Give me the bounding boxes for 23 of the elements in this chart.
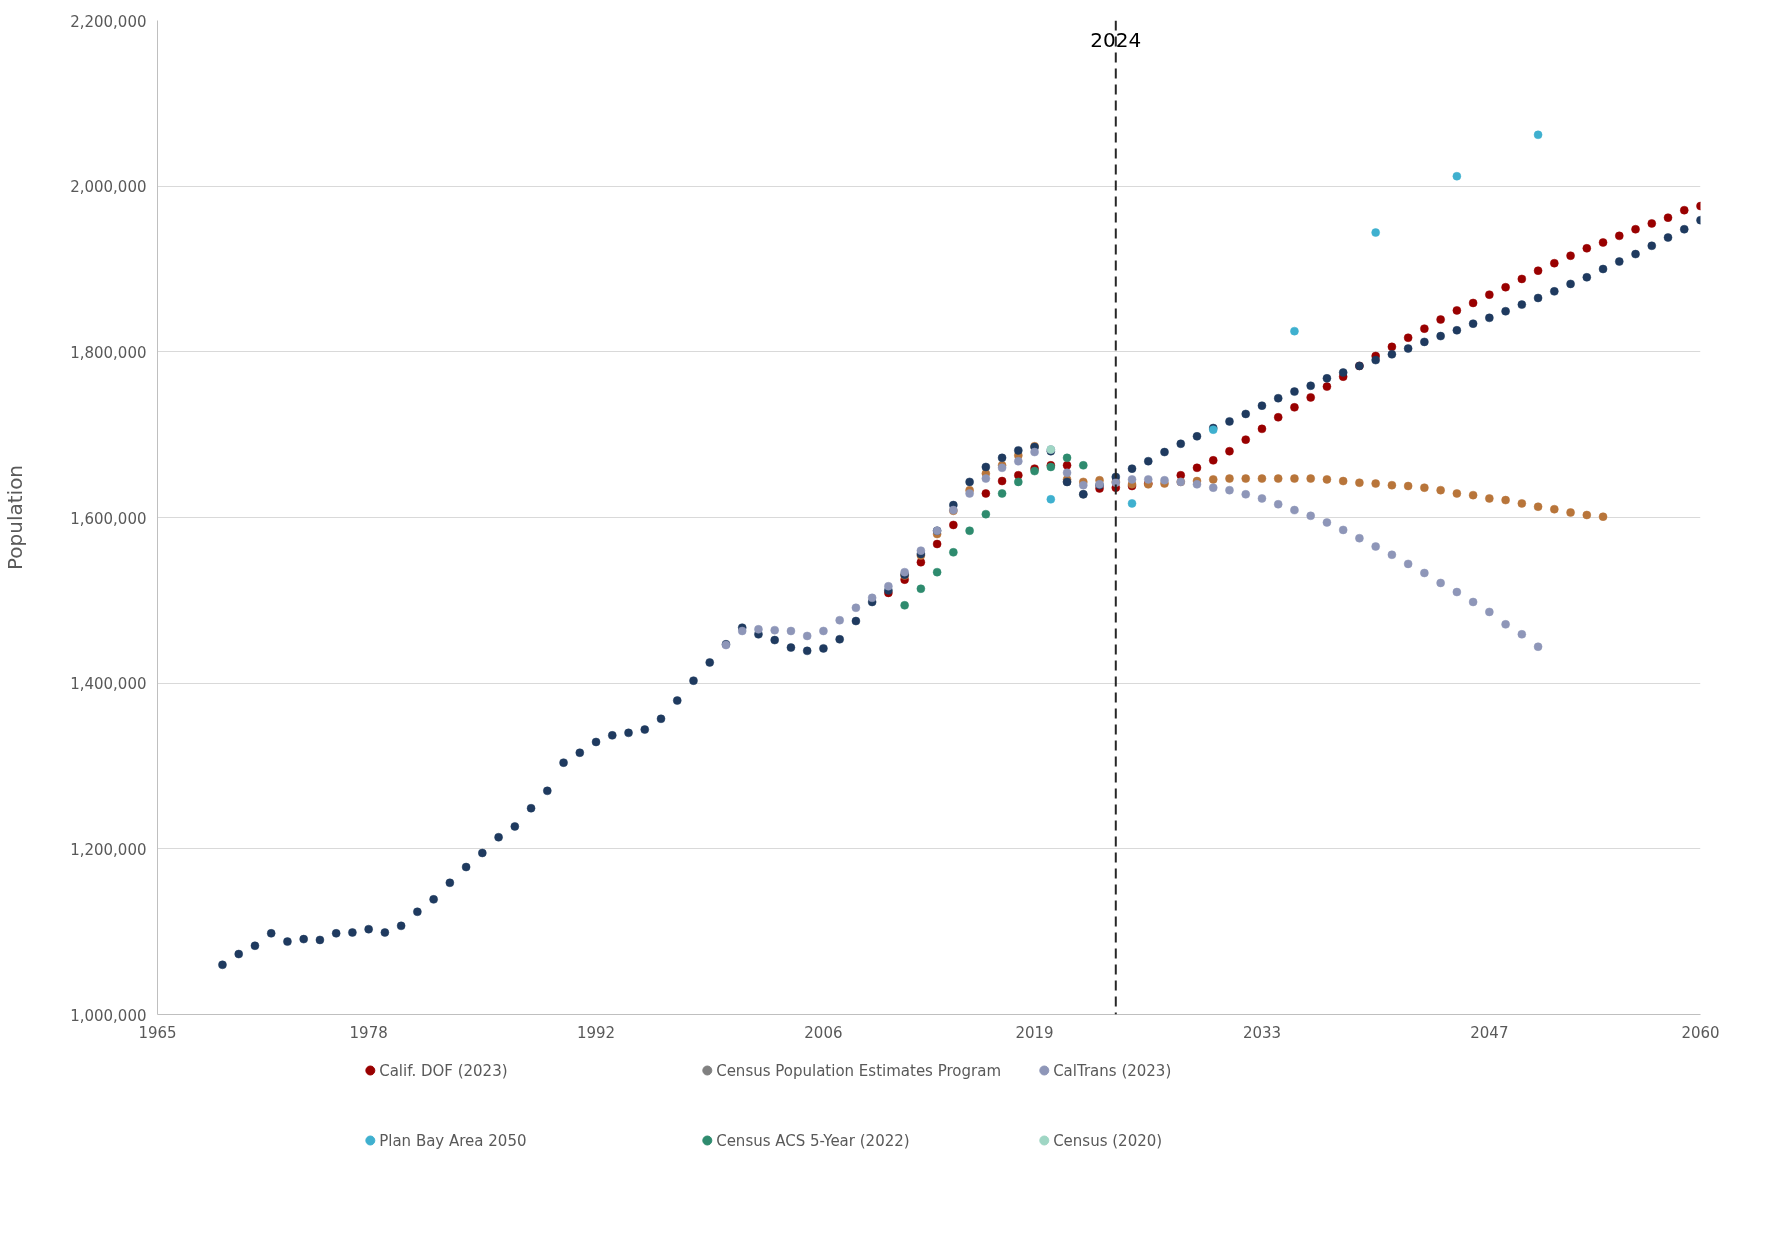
x-tick-label: 2033 [1242,1023,1282,1042]
x-tick-label: 2006 [804,1023,843,1042]
y-tick-label: 1,600,000 [70,509,147,528]
x-tick-label: 2060 [1681,1023,1720,1042]
legend-label: CalTrans (2023) [1053,1061,1172,1080]
y-axis-title: Population [3,464,28,571]
legend-label: Census Population Estimates Program [716,1061,1001,1080]
legend-label: Census (2020) [1053,1131,1163,1150]
x-tick-label: 1978 [349,1023,388,1042]
legend-label: Census ACS 5-Year (2022) [716,1131,910,1150]
legend-label: Plan Bay Area 2050 [379,1131,527,1150]
y-tick-label: 1,400,000 [70,675,147,694]
y-tick-label: 2,000,000 [70,178,147,197]
x-tick-label: 2019 [1015,1023,1054,1042]
x-tick-label: 2047 [1470,1023,1509,1042]
legend-label: Calif. DOF (2023) [379,1061,508,1080]
x-tick-label: 1992 [576,1023,616,1042]
ref-line-label: 2024 [1090,27,1142,52]
x-tick-label: 1965 [138,1023,177,1042]
y-tick-label: 1,800,000 [70,343,147,362]
y-tick-label: 1,000,000 [70,1006,147,1025]
y-tick-label: 1,200,000 [70,840,147,859]
y-tick-label: 2,200,000 [70,12,147,31]
